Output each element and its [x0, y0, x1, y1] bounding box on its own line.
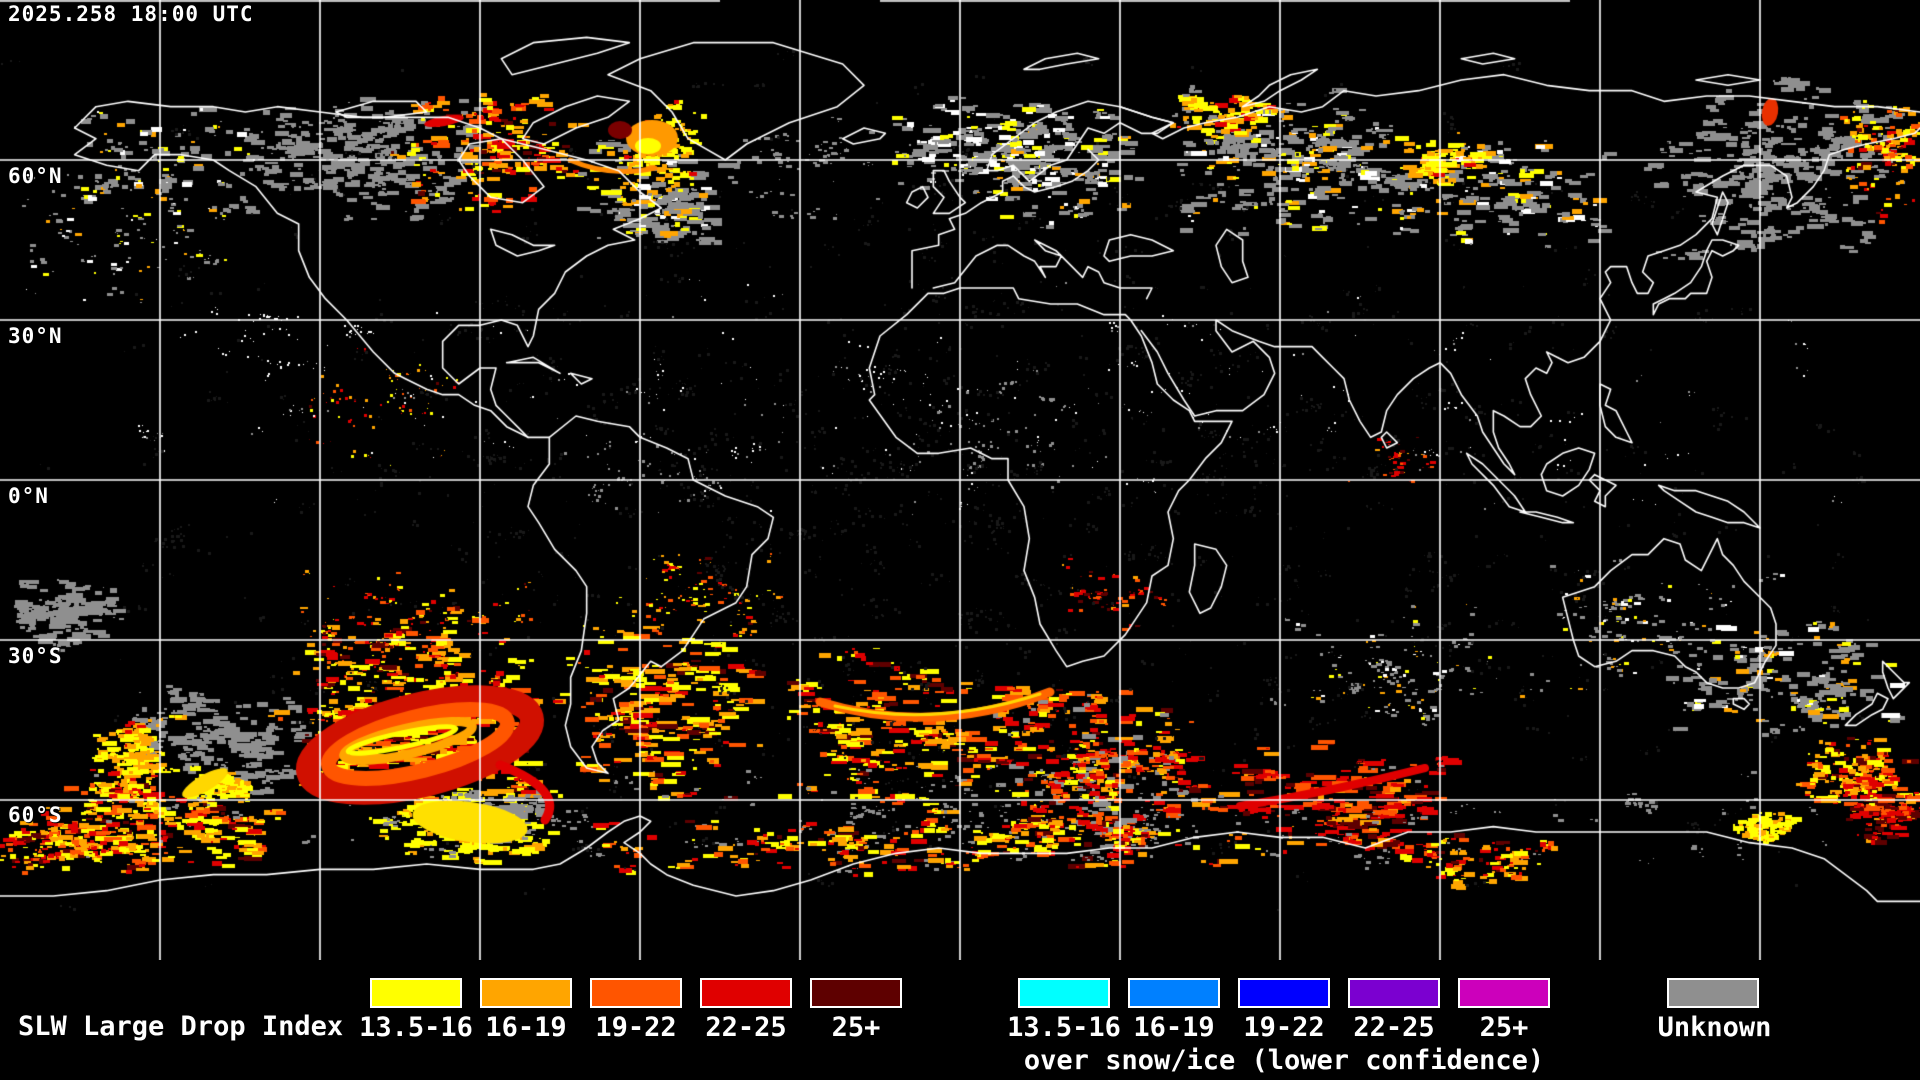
legend-swatch: [480, 978, 572, 1008]
world-map-canvas: [0, 0, 1920, 960]
legend-swatch: [810, 978, 902, 1008]
legend-range-label: 25+: [831, 1012, 881, 1043]
legend-range-label: 22-25: [1353, 1012, 1435, 1043]
legend-scale-item: 25+: [1458, 978, 1550, 1043]
legend-scale-item: 19-22: [590, 978, 682, 1043]
legend-swatch: [1348, 978, 1440, 1008]
legend-range-label: 13.5-16: [359, 1012, 473, 1043]
legend-swatch: [370, 978, 462, 1008]
legend-scale-item: 13.5-16: [359, 978, 473, 1043]
legend-swatch: [1018, 978, 1110, 1008]
legend-scale-item: 16-19: [480, 978, 572, 1043]
legend-unknown-group: Unknown: [1658, 978, 1771, 1043]
legend-range-label: 19-22: [1243, 1012, 1325, 1043]
legend-range-label: 22-25: [705, 1012, 787, 1043]
legend-scale-item: 22-25: [1348, 978, 1440, 1043]
legend-range-label: 25+: [1479, 1012, 1529, 1043]
legend-title: SLW Large Drop Index: [18, 1011, 344, 1042]
legend-unknown-label: Unknown: [1657, 1012, 1772, 1043]
legend-range-label: 13.5-16: [1007, 1012, 1121, 1043]
legend-scale-warm: 13.5-16 16-19 19-22 22-25 25+: [359, 978, 902, 1043]
legend-scale-snow-ice: 13.5-16 16-19 19-22 22-25 25+: [1007, 978, 1550, 1043]
legend-scale-item: 19-22: [1238, 978, 1330, 1043]
legend-scale-item: 25+: [810, 978, 902, 1043]
legend-swatch: [1458, 978, 1550, 1008]
legend-swatch: [700, 978, 792, 1008]
lat-label-30s: 30°S: [8, 644, 63, 668]
legend-scale-item: 16-19: [1128, 978, 1220, 1043]
lat-label-0n: 0°N: [8, 484, 49, 508]
legend-range-label: 19-22: [595, 1012, 677, 1043]
legend-range-label: 16-19: [1133, 1012, 1215, 1043]
lat-label-60n: 60°N: [8, 164, 63, 188]
timestamp: 2025.258 18:00 UTC: [8, 2, 254, 26]
legend-range-label: 16-19: [485, 1012, 567, 1043]
legend-unknown-swatch: [1667, 978, 1759, 1008]
legend-swatch: [1238, 978, 1330, 1008]
legend-swatch: [1128, 978, 1220, 1008]
legend-scale-item: 22-25: [700, 978, 792, 1043]
legend-swatch: [590, 978, 682, 1008]
legend-snow-ice-caption: over snow/ice (lower confidence): [1023, 1045, 1545, 1076]
legend-scale-item: 13.5-16: [1007, 978, 1121, 1043]
lat-label-30n: 30°N: [8, 324, 63, 348]
lat-label-60s: 60°S: [8, 803, 63, 827]
